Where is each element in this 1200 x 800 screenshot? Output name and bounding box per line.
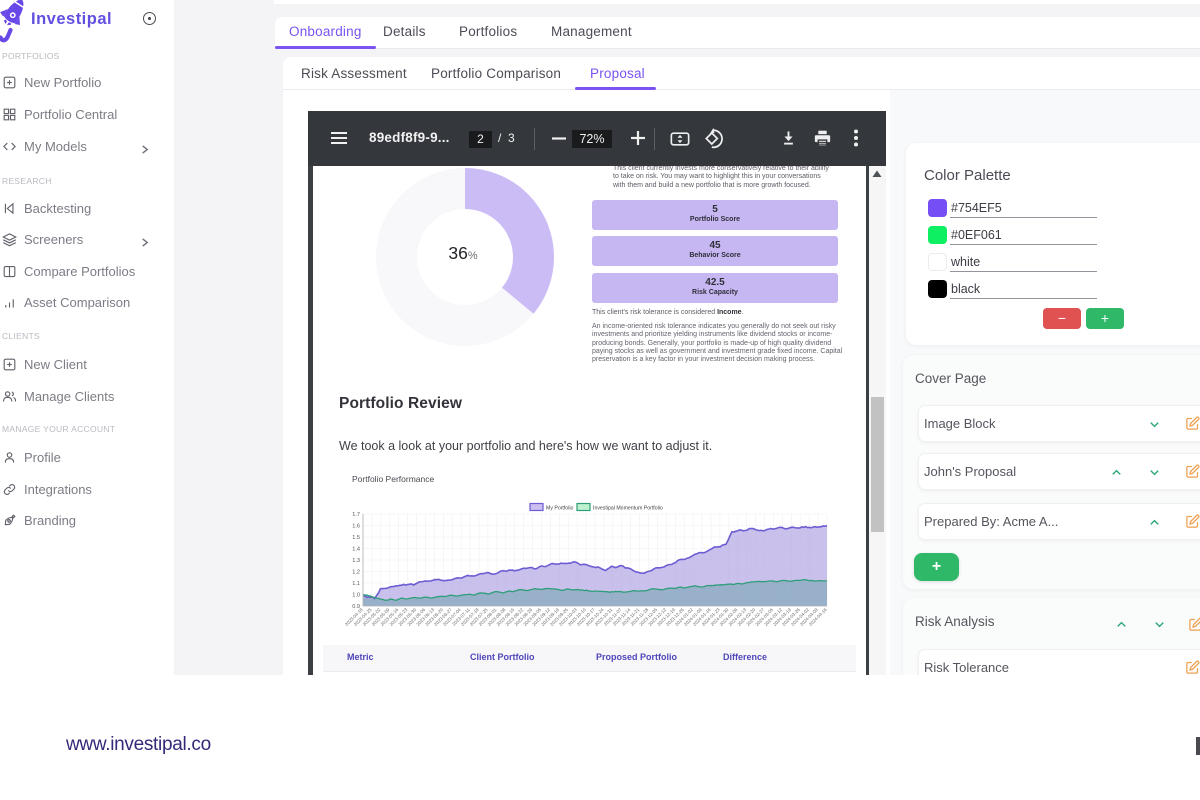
svg-text:1.5: 1.5 [352,535,360,541]
svg-text:1.7: 1.7 [352,512,360,518]
svg-text:0.9: 0.9 [352,604,360,610]
svg-text:1.4: 1.4 [352,547,360,553]
svg-text:1.3: 1.3 [352,558,360,564]
svg-text:1.2: 1.2 [352,570,360,576]
svg-text:1.6: 1.6 [352,524,360,530]
svg-text:1.0: 1.0 [352,593,360,599]
svg-text:My Portfolio: My Portfolio [546,506,574,512]
svg-text:Investipal Momentum Portfolio: Investipal Momentum Portfolio [593,506,663,512]
svg-text:1.1: 1.1 [352,581,360,587]
